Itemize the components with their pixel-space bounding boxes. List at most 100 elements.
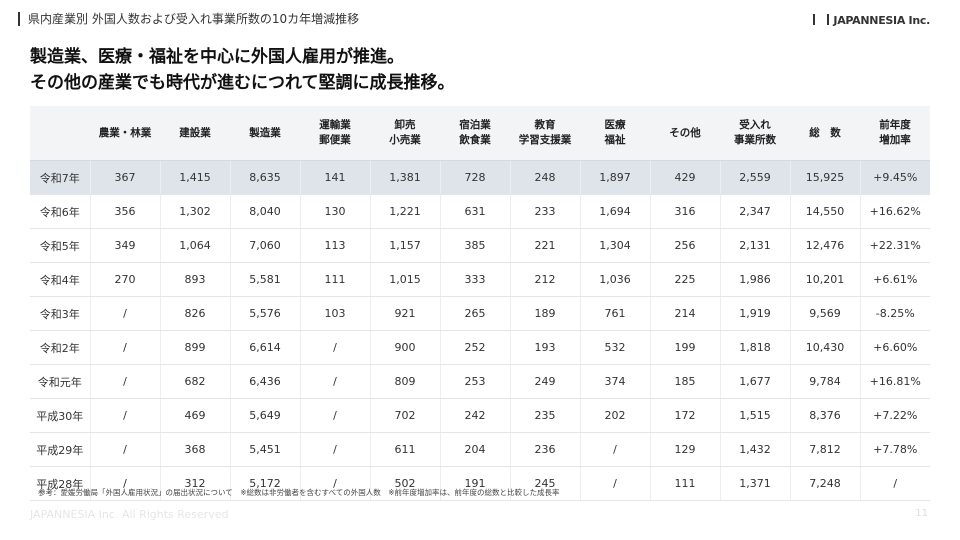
cell: 10,201 xyxy=(789,262,860,297)
cell: 204 xyxy=(439,432,510,467)
cell: 225 xyxy=(649,262,720,297)
header-line: 前年度 xyxy=(879,119,911,131)
cell: 113 xyxy=(299,228,370,263)
table-row: 令和5年 349 1,064 7,060 113 1,157 385 221 1,304 256 2… xyxy=(30,228,930,263)
cell: 172 xyxy=(649,398,720,433)
cell: 111 xyxy=(649,466,720,501)
headline-line: 製造業、医療・福祉を中心に外国人雇用が推進。 xyxy=(30,47,404,67)
cell: / xyxy=(89,466,160,501)
cell: 826 xyxy=(159,296,230,331)
table-row: 令和6年 356 1,302 8,040 130 1,221 631 233 1,694 316 2… xyxy=(30,194,930,229)
header-line: 学習支援業 xyxy=(518,134,572,146)
cell: 193 xyxy=(509,330,580,365)
cell: 253 xyxy=(439,364,510,399)
cell: 702 xyxy=(369,398,440,433)
cell: 1,157 xyxy=(369,228,440,263)
row-label: 令和6年 xyxy=(30,194,90,229)
column-header: 宿泊業 飲食業 xyxy=(440,106,510,161)
header-line: 教育 xyxy=(534,119,556,131)
cell: / xyxy=(859,466,930,501)
cell: 349 xyxy=(89,228,160,263)
column-header: その他 xyxy=(650,106,720,161)
header-line: 受入れ xyxy=(739,119,771,131)
cell: +16.81% xyxy=(859,364,930,399)
header-line: 福祉 xyxy=(604,134,626,146)
logo-mark xyxy=(813,14,830,25)
header-line: 農業・林業 xyxy=(98,126,152,139)
cell: 316 xyxy=(649,194,720,229)
cell: 256 xyxy=(649,228,720,263)
cell: 130 xyxy=(299,194,370,229)
cell: / xyxy=(299,364,370,399)
cell: 1,302 xyxy=(159,194,230,229)
cell: +22.31% xyxy=(859,228,930,263)
cell: +7.22% xyxy=(859,398,930,433)
headline: 製造業、医療・福祉を中心に外国人雇用が推進。 その他の産業でも時代が進むにつれて… xyxy=(30,44,455,96)
table-row: 令和4年 270 893 5,581 111 1,015 333 212 1,036 225 1,9… xyxy=(30,262,930,297)
header-line: 事業所数 xyxy=(734,134,776,146)
cell: 5,576 xyxy=(229,296,300,331)
cell: / xyxy=(89,364,160,399)
logo: JAPANNESIA Inc. xyxy=(813,14,930,27)
cell: 893 xyxy=(159,262,230,297)
cell: 1,818 xyxy=(719,330,790,365)
footnote: 参考：愛媛労働局「外国人雇用状況」の届出状況について ※総数は非労働者を含むすべ… xyxy=(38,488,560,497)
cell: 921 xyxy=(369,296,440,331)
cell: / xyxy=(89,398,160,433)
cell: 9,784 xyxy=(789,364,860,399)
column-header xyxy=(30,106,90,161)
cell: 12,476 xyxy=(789,228,860,263)
table-row: 令和2年/899 6,614/900 252 193 532 199 1,818 10,430… xyxy=(30,330,930,365)
cell: 1,304 xyxy=(579,228,650,263)
column-header: 受入れ 事業所数 xyxy=(720,106,790,161)
table-row: 平成29年/368 5,451/611 204 236/129 1,432 7,812 +7… xyxy=(30,432,930,467)
cell: / xyxy=(579,466,650,501)
cell: 214 xyxy=(649,296,720,331)
cell: 103 xyxy=(299,296,370,331)
cell: / xyxy=(299,330,370,365)
cell: 1,432 xyxy=(719,432,790,467)
cell: 7,060 xyxy=(229,228,300,263)
cell: 312 xyxy=(159,466,230,501)
cell: 111 xyxy=(299,262,370,297)
cell: 333 xyxy=(439,262,510,297)
cell: 2,347 xyxy=(719,194,790,229)
column-header: 医療 福祉 xyxy=(580,106,650,161)
header-line: その他 xyxy=(669,126,701,139)
cell: 252 xyxy=(439,330,510,365)
cell: 1,064 xyxy=(159,228,230,263)
row-label: 平成29年 xyxy=(30,432,90,467)
logo-text: JAPANNESIA Inc. xyxy=(833,14,930,27)
column-header: 前年度 増加率 xyxy=(860,106,930,161)
cell: 141 xyxy=(299,160,370,195)
header-line: 建設業 xyxy=(179,126,211,139)
cell: 385 xyxy=(439,228,510,263)
header-line: 運輸業 xyxy=(319,119,351,131)
cell: 191 xyxy=(439,466,510,501)
page-number: 11 xyxy=(915,508,928,519)
cell: 8,635 xyxy=(229,160,300,195)
cell: 502 xyxy=(369,466,440,501)
cell: 682 xyxy=(159,364,230,399)
cell: / xyxy=(89,432,160,467)
cell: 5,581 xyxy=(229,262,300,297)
cell: 429 xyxy=(649,160,720,195)
table-row: 令和3年/826 5,576 103 921 265 189 761 214 1,919 9,56… xyxy=(30,296,930,331)
header-line: 郵便業 xyxy=(319,134,351,146)
cell: 9,569 xyxy=(789,296,860,331)
cell: 2,559 xyxy=(719,160,790,195)
cell: 15,925 xyxy=(789,160,860,195)
cell: 129 xyxy=(649,432,720,467)
table-row: 令和7年 367 1,415 8,635 141 1,381 728 248 1,897 429 2… xyxy=(30,160,930,195)
cell: 7,248 xyxy=(789,466,860,501)
cell: 5,649 xyxy=(229,398,300,433)
cell: 6,614 xyxy=(229,330,300,365)
header-line: 医療 xyxy=(604,119,626,131)
cell: 8,376 xyxy=(789,398,860,433)
cell: 270 xyxy=(89,262,160,297)
table-row: 令和元年/682 6,436/809 253 249 374 185 1,677 9,784 +… xyxy=(30,364,930,399)
cell: 368 xyxy=(159,432,230,467)
column-header: 教育 学習支援業 xyxy=(510,106,580,161)
cell: 202 xyxy=(579,398,650,433)
